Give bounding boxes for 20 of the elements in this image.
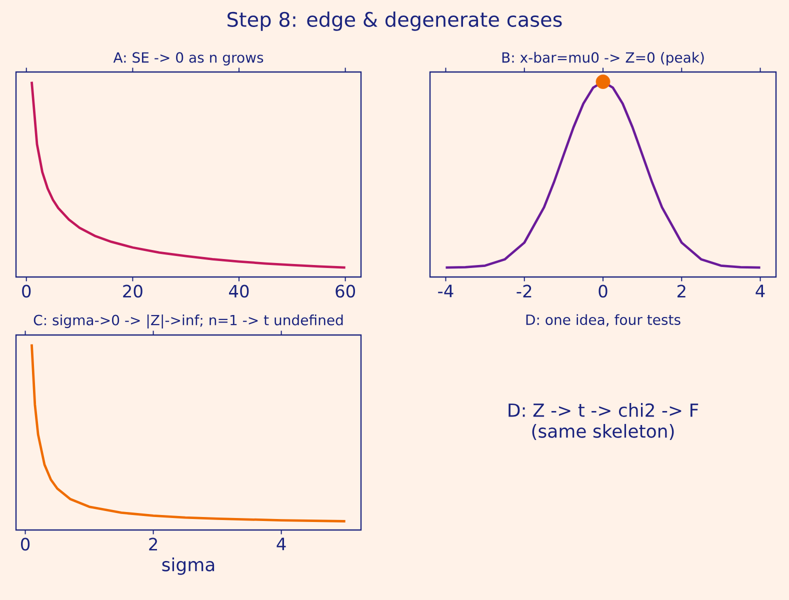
- x-tick-label: 20: [123, 284, 142, 298]
- chart-subtitle: A: SE -> 0 as n grows: [113, 52, 264, 66]
- x-tick-label: 40: [229, 284, 249, 298]
- x-tick-label: 60: [336, 284, 356, 298]
- chart-title: Step 8: edge & degenerate cases: [228, 11, 562, 31]
- chart-title: B: x-bar=mu0 -> Z=0 (peak): [502, 52, 704, 66]
- x-tick-label: -4: [438, 284, 454, 298]
- x-tick-label: 2: [677, 284, 686, 298]
- x-tick-label: 0: [598, 284, 608, 298]
- text: (same skeleton): [532, 424, 674, 440]
- x-tick-label: 0: [21, 538, 30, 551]
- text: D: Z -> t -> chi2 -> F: [508, 403, 698, 417]
- text: D: one idea, four tests: [526, 314, 680, 326]
- x-tick-label: 0: [22, 284, 31, 298]
- x-tick-label: -2: [516, 284, 532, 298]
- chart-title: C: sigma->0 -> |Z|->inf; n=1 -> t undefined: [34, 314, 343, 328]
- x-axis-title: sigma: [162, 557, 214, 575]
- x-tick-label: 4: [756, 284, 765, 298]
- x-tick-label: 4: [276, 538, 286, 550]
- x-tick-label: 2: [149, 538, 158, 550]
